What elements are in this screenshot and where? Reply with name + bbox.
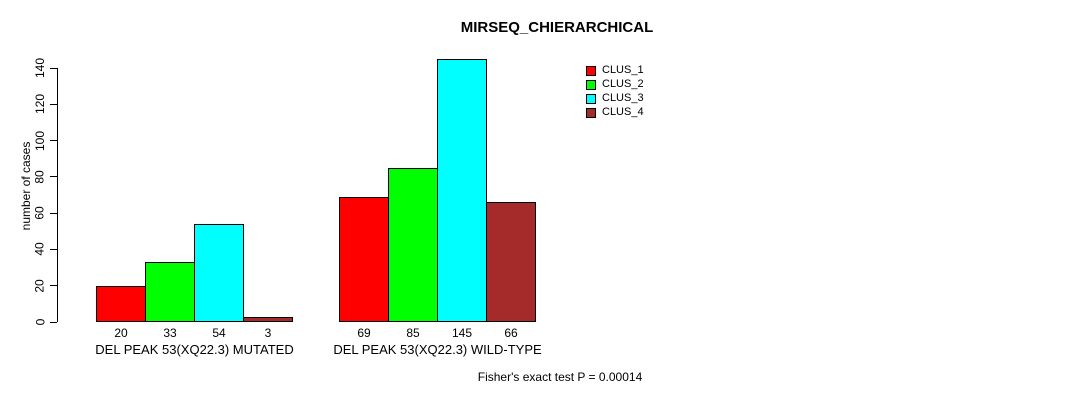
- y-tick-text: 80: [32, 170, 47, 184]
- y-axis-tick: [50, 176, 57, 178]
- legend: CLUS_1 CLUS_2 CLUS_3 CLUS_4: [586, 65, 644, 118]
- y-tick-text: 20: [32, 279, 47, 293]
- y-tick-label: 140: [28, 43, 52, 93]
- bar-value-label: 66: [504, 326, 518, 340]
- bar-clus-3: [194, 224, 244, 322]
- legend-swatch: [586, 107, 596, 118]
- bar-clus-3: [437, 58, 487, 322]
- fisher-test-annotation: Fisher's exact test P = 0.00014: [477, 370, 643, 384]
- legend-swatch: [586, 65, 596, 76]
- y-axis-tick: [50, 321, 57, 323]
- y-tick-text: 60: [32, 206, 47, 220]
- legend-swatch: [586, 93, 596, 104]
- legend-item: CLUS_3: [586, 93, 644, 104]
- y-tick-text: 120: [33, 94, 47, 115]
- bar-value-label: 85: [406, 326, 420, 340]
- bar-clus-4: [486, 202, 536, 322]
- y-axis-tick: [50, 248, 57, 250]
- bar-value-label: 54: [212, 326, 226, 340]
- bar-clus-2: [145, 262, 195, 322]
- bar-value-label: 3: [264, 326, 272, 340]
- y-axis-tick: [50, 285, 57, 287]
- bar-clus-1: [96, 285, 146, 322]
- legend-label: CLUS_2: [602, 78, 644, 90]
- y-tick-text: 0: [33, 318, 47, 326]
- bar-clus-4: [243, 316, 293, 322]
- y-axis-tick: [50, 140, 57, 142]
- x-group-label: DEL PEAK 53(XQ22.3) WILD-TYPE: [333, 342, 542, 357]
- bar-clus-2: [388, 167, 438, 322]
- bar-value-label: 69: [357, 326, 371, 340]
- legend-swatch: [586, 79, 596, 90]
- y-tick-text: 140: [33, 57, 47, 79]
- legend-label: CLUS_3: [602, 92, 644, 104]
- bar-value-label: 145: [451, 326, 473, 340]
- y-axis-line: [57, 68, 58, 322]
- bar-clus-1: [339, 196, 389, 322]
- legend-label: CLUS_4: [602, 106, 644, 118]
- chart-title: MIRSEQ_CHIERARCHICAL: [460, 19, 654, 36]
- y-axis-tick: [50, 212, 57, 214]
- legend-item: CLUS_2: [586, 79, 644, 90]
- x-group-label: DEL PEAK 53(XQ22.3) MUTATED: [95, 342, 294, 357]
- y-axis-tick: [50, 67, 57, 69]
- bar-value-label: 20: [114, 326, 128, 340]
- bar-value-label: 33: [163, 326, 177, 340]
- y-tick-text: 40: [32, 242, 47, 257]
- legend-item: CLUS_4: [586, 107, 644, 118]
- y-tick-text: 100: [33, 130, 47, 151]
- legend-label: CLUS_1: [602, 64, 644, 76]
- y-axis-tick: [50, 103, 57, 105]
- legend-item: CLUS_1: [586, 65, 644, 76]
